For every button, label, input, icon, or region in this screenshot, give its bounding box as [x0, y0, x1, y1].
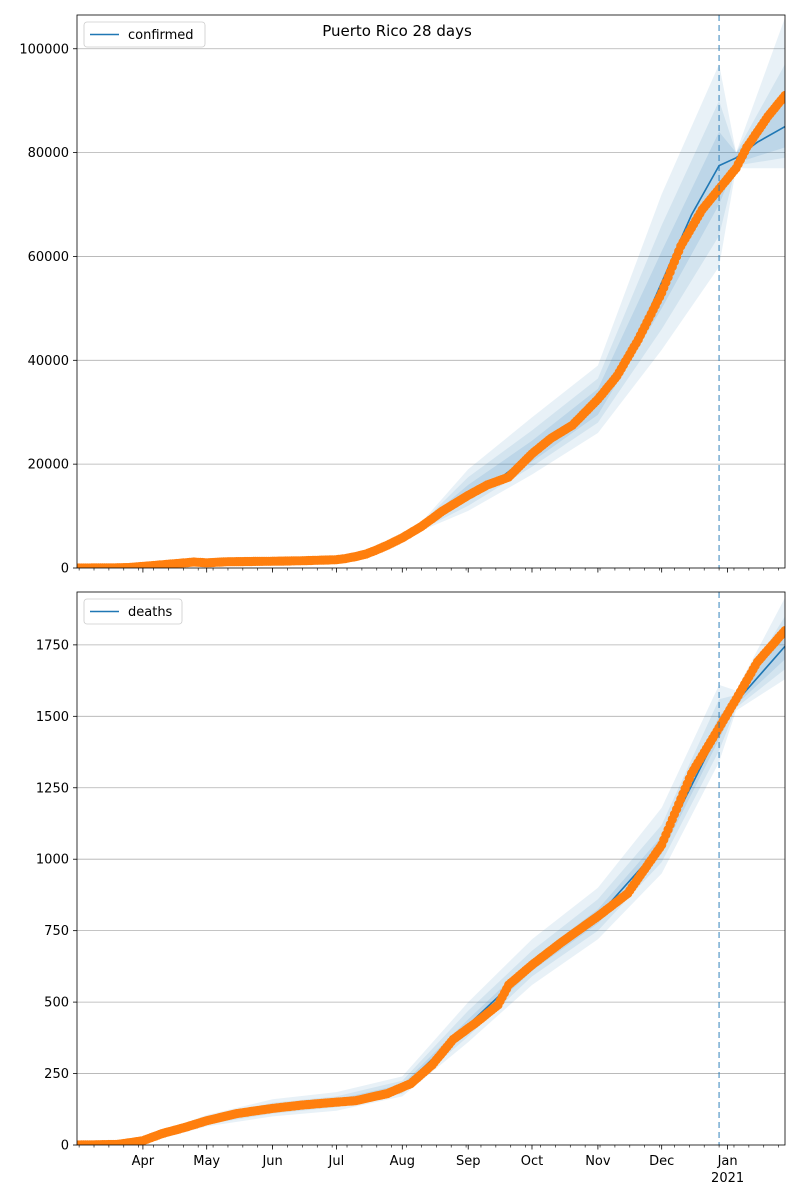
y-tick-label: 1500: [36, 710, 69, 725]
x-tick-label: Jan: [717, 1154, 738, 1169]
axes-frame: [76, 591, 786, 1146]
uncertainty-band: [77, 616, 785, 1145]
x-tick-label: Sep: [456, 1154, 481, 1169]
legend-box: [83, 21, 206, 48]
x-tick-label: May: [193, 1154, 220, 1169]
uncertainty-band: [421, 95, 785, 529]
x-tick-label: Oct: [521, 1154, 543, 1169]
legend-label: confirmed: [128, 28, 194, 43]
confirmed-observed-point: [780, 90, 785, 101]
confirmed-plot-area: [77, 17, 785, 568]
x-year-label: 2021: [711, 1171, 744, 1186]
y-tick-label: 80000: [28, 146, 69, 161]
y-tick-label: 0: [61, 1139, 69, 1154]
y-tick-label: 1000: [36, 853, 69, 868]
y-tick-label: 750: [44, 924, 69, 939]
x-tick-label: Dec: [649, 1154, 674, 1169]
x-tick-label: Apr: [132, 1154, 155, 1169]
confirmed-panel: 0 20000 40000 60000 80000 100000 confirmed: [19, 14, 786, 577]
deaths-panel: 0 250 500 750 1000 1250 1500 1750 Apr May Jun Jul Au…: [36, 591, 786, 1186]
x-tick-label: Aug: [390, 1154, 415, 1169]
y-tick-label: 1250: [36, 781, 69, 796]
y-tick-label: 1750: [36, 638, 69, 653]
deaths-observed-point: [780, 626, 785, 636]
y-tick-label: 250: [44, 1067, 69, 1082]
legend-label: deaths: [128, 605, 173, 620]
uncertainty-band: [421, 64, 785, 530]
y-tick-label: 100000: [19, 42, 69, 57]
x-tick-label: Nov: [585, 1154, 611, 1169]
y-tick-label: 40000: [28, 354, 69, 369]
x-tick-label: Jul: [328, 1154, 345, 1169]
axes-frame: [76, 14, 786, 569]
deaths-plot-area: [77, 597, 785, 1145]
y-tick-label: 0: [61, 562, 69, 577]
chart-title: Puerto Rico 28 days: [322, 22, 472, 40]
y-tick-label: 60000: [28, 250, 69, 265]
legend-box: [83, 598, 183, 625]
y-tick-label: 20000: [28, 458, 69, 473]
x-tick-label: Jun: [261, 1154, 282, 1169]
uncertainty-band: [421, 17, 785, 531]
y-tick-label: 500: [44, 996, 69, 1011]
